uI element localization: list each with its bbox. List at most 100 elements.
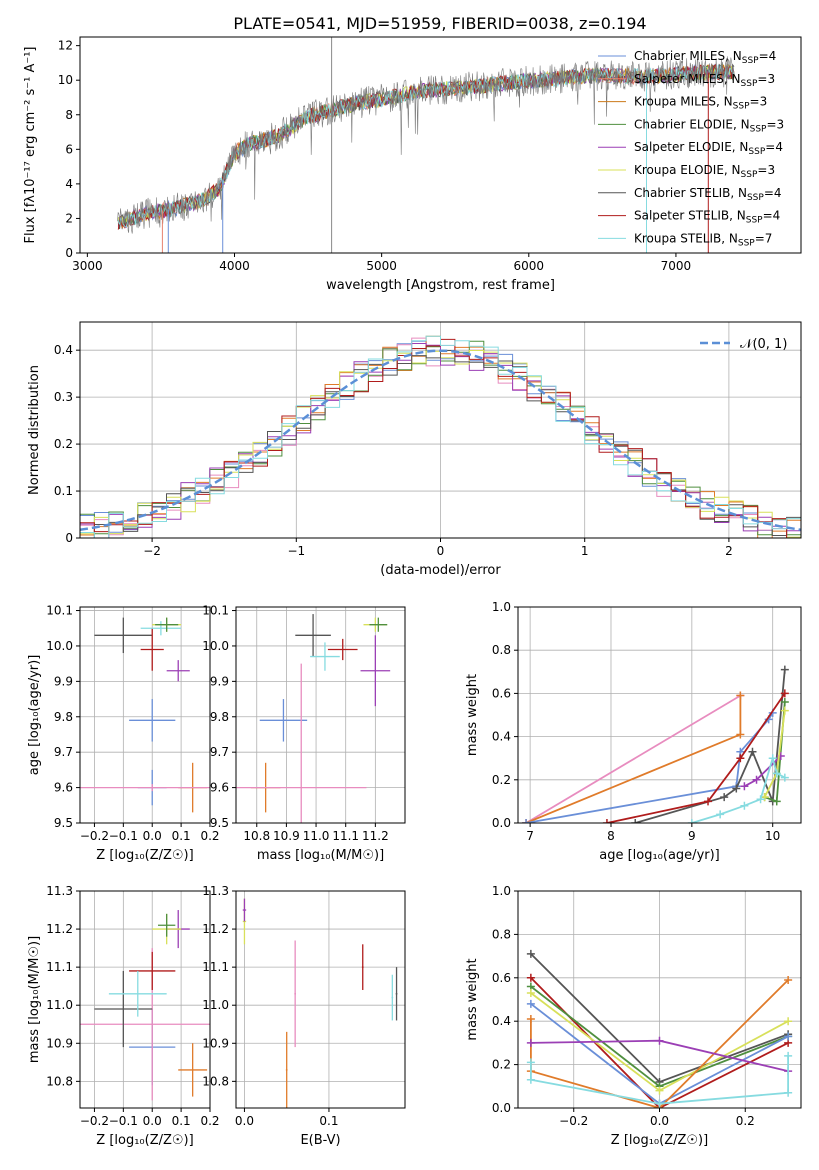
- x-tick-label: 1: [581, 544, 589, 558]
- plot-area: [80, 617, 210, 813]
- legend-subscript: SSP: [742, 56, 759, 66]
- plus-marker: [631, 819, 640, 823]
- y-tick-label: 0.6: [492, 971, 511, 985]
- y-tick-label: 0.0: [492, 816, 511, 830]
- y-tick-label: 0.0: [492, 1101, 511, 1115]
- y-tick-label: 0.4: [492, 730, 511, 744]
- x-tick-label: −0.1: [109, 1114, 138, 1128]
- weight-series: [687, 754, 789, 823]
- legend-value: =4: [765, 140, 783, 154]
- plus-marker: [736, 730, 745, 739]
- x-tick-label: 6000: [514, 259, 545, 273]
- plot-mass-vs-ebv: 0.0 0.1 10.8 10.9 11.0 11.1 11.2 11.3 E(B-V): [202, 884, 406, 1148]
- y-tick-label: 9.9: [54, 674, 73, 688]
- x-tick-label: 0: [437, 544, 445, 558]
- series-line: [525, 712, 774, 823]
- y-tick-label: 11.2: [46, 922, 73, 936]
- y-tick-label: 0.8: [492, 927, 511, 941]
- x-tick-label: 10: [765, 829, 780, 843]
- plus-marker: [687, 819, 696, 823]
- x-tick-label: 10.9: [273, 829, 300, 843]
- y-tick-label: 11.3: [202, 884, 229, 898]
- y-tick-label: 0.2: [54, 437, 73, 451]
- axes-frame: [79, 890, 211, 1109]
- y-tick-label: 9.7: [54, 745, 73, 759]
- observed-spectrum: [117, 56, 735, 234]
- legend-subscript: SSP: [747, 193, 764, 203]
- x-tick-label: 5000: [366, 259, 397, 273]
- plus-marker: [602, 819, 611, 823]
- legend-subscript: SSP: [733, 102, 750, 112]
- plus-marker: [784, 1032, 793, 1041]
- legend-label: Salpeter ELODIE, NSSP=4: [634, 140, 783, 157]
- axes-frame: [517, 606, 802, 824]
- y-tick-label: 10.1: [202, 604, 229, 618]
- x-tick-label: 7000: [661, 259, 692, 273]
- x-tick-label: 11.0: [303, 829, 330, 843]
- x-tick-label: 0.0: [650, 1114, 669, 1128]
- axes-frame: [235, 606, 406, 824]
- legend-label: Kroupa ELODIE, NSSP=3: [634, 163, 775, 180]
- errorbar-point: [94, 617, 153, 654]
- legend-value: =3: [766, 117, 784, 131]
- x-tick-label: 0.0: [143, 1114, 162, 1128]
- plot-area: [242, 898, 398, 1108]
- y-tick-label: 9.5: [210, 816, 229, 830]
- errorbar-point: [236, 663, 367, 823]
- y-tick-label: 11.2: [202, 922, 229, 936]
- plus-marker: [655, 1036, 664, 1045]
- axes-frame: [79, 606, 211, 824]
- plus-marker: [752, 775, 761, 784]
- x-axis-label: age [log₁₀(age/yr)]: [599, 848, 720, 863]
- y-tick-label: 10: [58, 73, 73, 87]
- errorbar-point: [178, 1043, 208, 1097]
- plus-marker: [522, 819, 531, 823]
- plus-marker: [756, 795, 765, 804]
- plot-area: [526, 949, 793, 1108]
- plus-marker: [748, 747, 757, 756]
- errorbar-point: [360, 635, 391, 707]
- series-line: [606, 692, 786, 823]
- legend-subscript: SSP: [741, 79, 758, 89]
- legend-label: Kroupa MILES, NSSP=3: [634, 95, 767, 112]
- y-tick-label: 0.6: [492, 686, 511, 700]
- y-tick-label: 0.3: [54, 390, 73, 404]
- plus-marker: [784, 1017, 793, 1026]
- y-axis-label: mass [log₁₀(M/M☉)]: [27, 936, 42, 1063]
- plus-marker: [780, 689, 789, 698]
- series-line: [525, 694, 741, 823]
- plus-marker: [655, 1086, 664, 1095]
- y-tick-label: 0.1: [54, 484, 73, 498]
- axes-frame: [79, 36, 802, 254]
- errorbar-point: [391, 974, 394, 1021]
- legend-label: Kroupa STELIB, NSSP=7: [634, 231, 772, 248]
- chart-title: PLATE=0541, MJD=51959, FIBERID=0038, z=0…: [233, 14, 646, 33]
- legend-value: =7: [755, 231, 773, 245]
- errorbar-point: [361, 944, 364, 990]
- legend-label: Chabrier ELODIE, NSSP=3: [634, 117, 784, 134]
- y-tick-label: 0.4: [54, 343, 73, 357]
- weight-series: [526, 1051, 793, 1108]
- weight-series: [526, 988, 793, 1095]
- plus-marker: [780, 665, 789, 674]
- y-tick-label: 0.2: [492, 1058, 511, 1072]
- y-tick-label: 1.0: [492, 884, 511, 898]
- errorbar-point: [369, 617, 388, 632]
- plus-marker: [526, 999, 535, 1008]
- y-tick-label: 10.0: [202, 639, 229, 653]
- plus-marker: [736, 691, 745, 700]
- plus-marker: [780, 773, 789, 782]
- plus-marker: [784, 1088, 793, 1097]
- plus-marker: [526, 1075, 535, 1084]
- legend-subscript: SSP: [746, 216, 763, 226]
- plus-marker: [526, 1038, 535, 1047]
- y-tick-label: 9.5: [54, 816, 73, 830]
- plot-spectrum: 3000 4000 5000 6000 7000 0 2 4 6 8 10 12 wavelength …: [23, 14, 802, 293]
- plus-marker: [768, 754, 777, 763]
- x-tick-label: −0.2: [80, 829, 109, 843]
- legend-value: =3: [757, 163, 775, 177]
- errorbar-point: [140, 621, 182, 636]
- errorbar-point: [166, 660, 190, 682]
- histogram-series: [80, 335, 801, 538]
